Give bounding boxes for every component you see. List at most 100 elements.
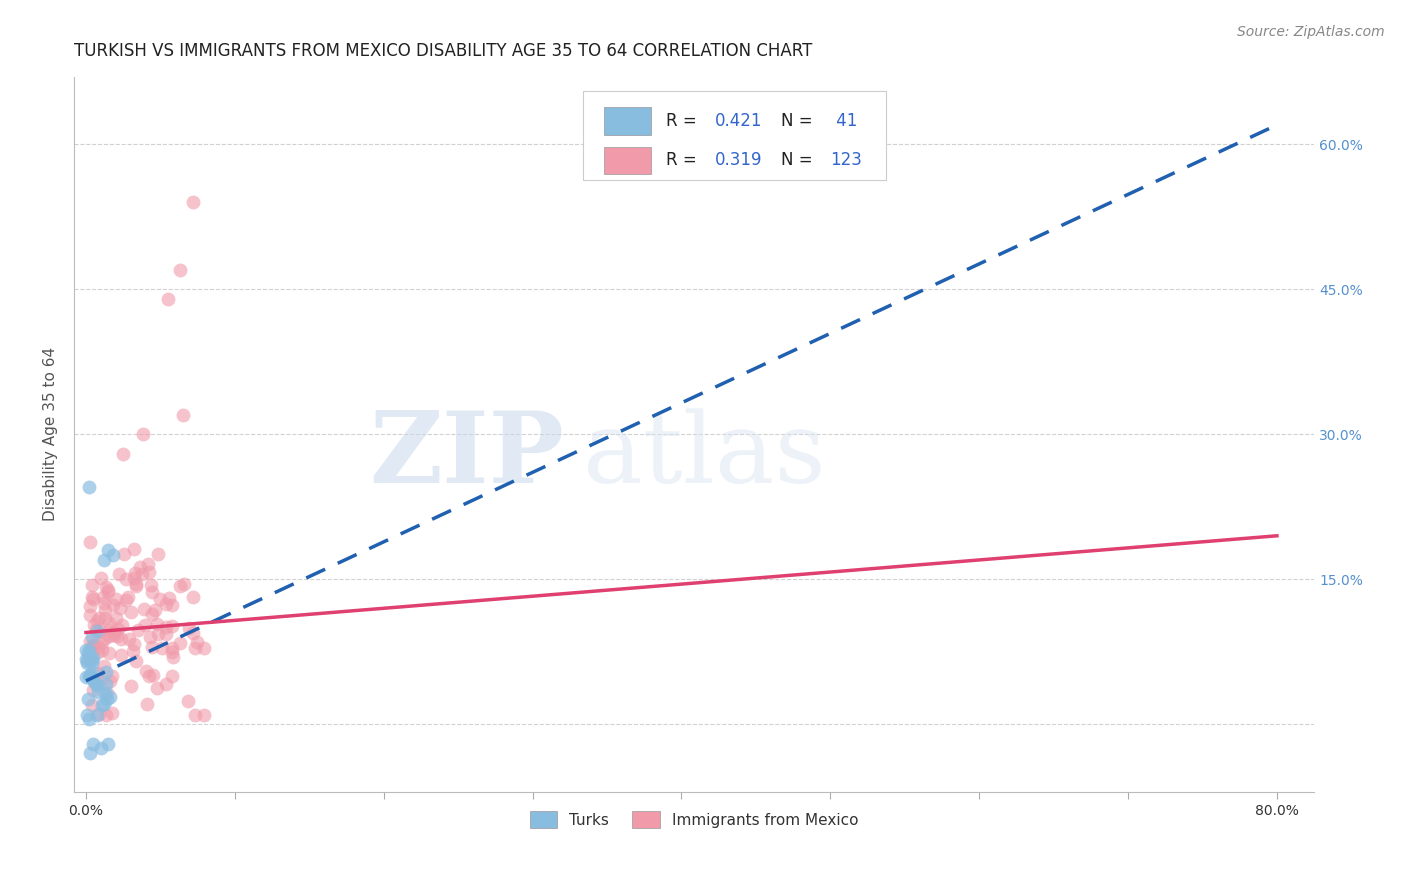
Point [77,646,100,660]
Point [184,707,207,722]
FancyBboxPatch shape [603,146,651,174]
Point [141,584,163,599]
Point [184,641,207,656]
Point [90,635,112,649]
Point [90,698,112,712]
Point [79,746,101,760]
Point [79,667,101,681]
Point [86,624,108,639]
Point [177,694,200,708]
Point [139,630,162,644]
Point [76,657,98,671]
Point [75,651,97,665]
Point [129,560,152,574]
Point [155,627,177,641]
Point [83,638,105,652]
Point [146,627,169,641]
Point [122,571,145,585]
Point [96,686,118,700]
Point [76,691,98,706]
Point [105,629,128,643]
Point [90,643,112,657]
Point [82,737,104,751]
Point [80,671,103,685]
Point [84,675,107,690]
Point [79,535,101,549]
Point [82,698,104,713]
Point [87,665,110,680]
Point [93,686,115,700]
Point [155,619,177,633]
Text: Source: ZipAtlas.com: Source: ZipAtlas.com [1237,25,1385,39]
Point [79,633,101,648]
Point [181,195,204,210]
Point [98,623,121,637]
Point [135,664,157,678]
Point [93,553,115,567]
Point [193,707,215,722]
Point [82,673,104,687]
Point [86,678,108,692]
Point [97,543,120,558]
Point [75,670,97,684]
Text: TURKISH VS IMMIGRANTS FROM MEXICO DISABILITY AGE 35 TO 64 CORRELATION CHART: TURKISH VS IMMIGRANTS FROM MEXICO DISABI… [75,42,813,60]
Point [148,547,170,561]
Point [91,590,114,604]
Point [131,427,153,442]
Point [141,607,163,621]
Point [79,599,101,614]
Point [115,592,138,607]
Point [110,632,132,647]
FancyBboxPatch shape [603,107,651,135]
Point [77,480,100,494]
Point [122,644,145,658]
Point [141,577,163,591]
Point [93,603,115,617]
Point [125,576,148,591]
Point [108,601,131,615]
Point [156,292,179,306]
Point [94,580,117,594]
Point [82,631,104,645]
Point [97,629,120,643]
Point [94,707,117,722]
Text: 0.319: 0.319 [716,152,762,169]
Point [146,681,169,695]
Point [162,619,184,633]
Point [177,621,200,635]
Point [89,611,111,625]
Point [97,582,120,597]
Point [82,591,104,606]
Point [132,601,155,615]
Point [79,608,101,623]
Point [112,547,135,561]
Point [76,654,98,668]
Point [172,408,194,422]
Point [97,585,120,599]
Point [142,668,165,682]
Text: N =: N = [780,152,818,169]
FancyBboxPatch shape [582,91,886,180]
Point [127,624,149,638]
Point [169,636,191,650]
Point [155,597,177,611]
Point [90,741,112,756]
Point [96,692,118,706]
Point [98,615,121,630]
Point [162,649,184,664]
Point [157,591,180,606]
Text: 0.421: 0.421 [716,112,762,130]
Point [86,640,108,655]
Point [160,645,183,659]
Point [169,578,191,592]
Point [149,591,172,606]
Point [173,576,195,591]
Point [98,647,121,661]
Point [82,651,104,665]
Point [162,640,184,655]
Point [162,669,184,683]
Point [125,579,148,593]
Point [120,679,142,693]
Point [131,566,153,581]
Point [86,614,108,628]
